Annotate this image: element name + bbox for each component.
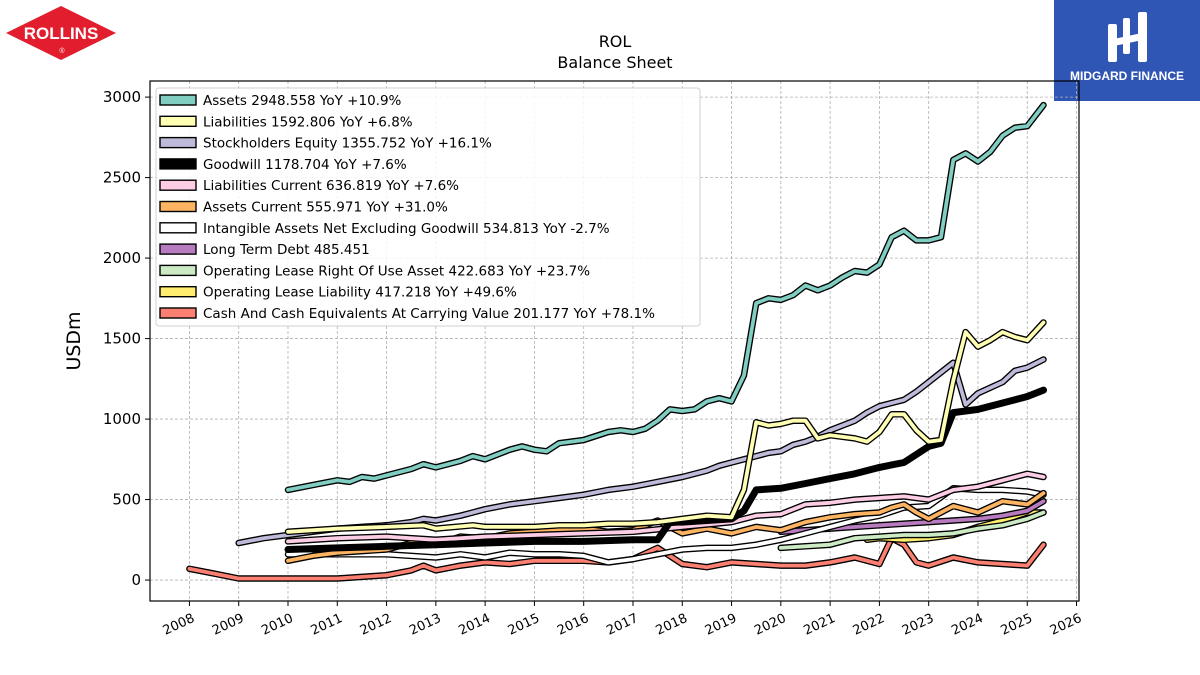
midgard-finance-logo: MIDGARD FINANCE [1054, 0, 1200, 101]
rollins-logo: ROLLINS ® [4, 4, 118, 62]
series-line [777, 509, 1047, 552]
series-line [284, 319, 1047, 536]
x-tick-label: 2017 [604, 611, 640, 639]
legend-swatch [159, 115, 197, 128]
y-axis-label: USDm [63, 311, 85, 370]
legend-swatch [159, 200, 197, 213]
legend-entry: Stockholders Equity 1355.752 YoY +16.1% [203, 136, 492, 152]
x-tick-label: 2009 [210, 611, 246, 639]
x-tick-label: 2020 [752, 611, 788, 639]
series-line [284, 485, 1047, 566]
series-line-fill [778, 510, 1046, 550]
series-line [284, 101, 1047, 494]
midgard-logo-text: MIDGARD FINANCE [1070, 69, 1184, 83]
x-tick-label: 2023 [900, 611, 936, 639]
x-tick-label: 2021 [801, 611, 837, 639]
legend-entry: Operating Lease Liability 417.218 YoY +4… [203, 285, 517, 301]
x-tick-label: 2019 [703, 611, 739, 639]
legend-entry: Goodwill 1178.704 YoY +7.6% [203, 157, 407, 173]
x-tick-label: 2008 [161, 611, 197, 639]
legend-entry: Operating Lease Right Of Use Asset 422.6… [203, 263, 590, 279]
series-line [235, 356, 1047, 547]
y-tick-label: 2000 [103, 249, 141, 267]
x-tick-label: 2024 [949, 611, 985, 639]
legend-swatch [159, 264, 197, 277]
series-line-fill [286, 320, 1046, 534]
x-axis: 2008 2009 2010 2011 2012 2013 2014 2015 2016 2017… [161, 601, 1084, 639]
x-tick-label: 2026 [1048, 611, 1084, 639]
legend-swatch [159, 179, 197, 191]
legend-swatch [159, 94, 197, 106]
legend-entry: Assets 2948.558 YoY +10.9% [203, 93, 402, 109]
chart-subtitle: Balance Sheet [557, 53, 672, 72]
x-tick-label: 2016 [555, 611, 591, 639]
legend-entry: Cash And Cash Equivalents At Carrying Va… [203, 306, 655, 322]
y-tick-label: 500 [112, 491, 141, 509]
legend-box [155, 87, 701, 327]
y-tick-label: 2500 [103, 169, 141, 187]
x-tick-label: 2014 [456, 611, 492, 639]
legend-entry: Liabilities Current 636.819 YoY +7.6% [203, 178, 459, 194]
legend-entry: Long Term Debt 485.451 [203, 242, 370, 258]
x-tick-label: 2018 [654, 611, 690, 639]
series-line [284, 386, 1047, 553]
y-tick-label: 1000 [103, 410, 141, 428]
legend-swatch [159, 222, 197, 234]
series-line-fill [236, 357, 1046, 545]
rollins-logo-mark: ® [59, 47, 65, 55]
y-tick-label: 1500 [103, 330, 141, 348]
chart-title: ROL [599, 32, 632, 51]
y-axis: 0 500 1000 1500 2000 2500 3000 [103, 88, 150, 589]
plot-frame [149, 80, 1080, 602]
rollins-logo-text: ROLLINS [24, 24, 99, 43]
x-tick-label: 2012 [358, 611, 394, 639]
x-tick-label: 2015 [506, 611, 542, 639]
x-tick-label: 2022 [851, 611, 887, 639]
series-line-fill [286, 103, 1046, 492]
series-line-fill [286, 471, 1046, 544]
rollins-logo-diamond [6, 6, 116, 60]
series-line-fill [284, 386, 1047, 553]
legend-entry: Assets Current 555.971 YoY +31.0% [203, 200, 448, 216]
x-tick-label: 2013 [407, 611, 443, 639]
legend: Assets 2948.558 YoY +10.9% Liabilities 15… [155, 87, 701, 327]
series-line-fill [286, 486, 1046, 565]
legend-swatch [159, 243, 197, 255]
y-tick-label: 0 [131, 571, 141, 589]
y-tick-label: 3000 [103, 88, 141, 106]
x-tick-label: 2025 [999, 611, 1035, 639]
legend-entry: Liabilities 1592.806 YoY +6.8% [203, 114, 413, 130]
legend-entry: Intangible Assets Net Excluding Goodwill… [203, 221, 610, 237]
series-layer [186, 101, 1047, 582]
legend-swatch [159, 286, 197, 298]
series-line [284, 470, 1047, 545]
x-tick-label: 2011 [309, 611, 345, 639]
legend-swatch [159, 307, 197, 319]
x-tick-label: 2010 [259, 611, 295, 639]
midgard-logo-emblem [1108, 12, 1147, 62]
legend-swatch [159, 136, 197, 149]
legend-swatch [159, 158, 197, 170]
